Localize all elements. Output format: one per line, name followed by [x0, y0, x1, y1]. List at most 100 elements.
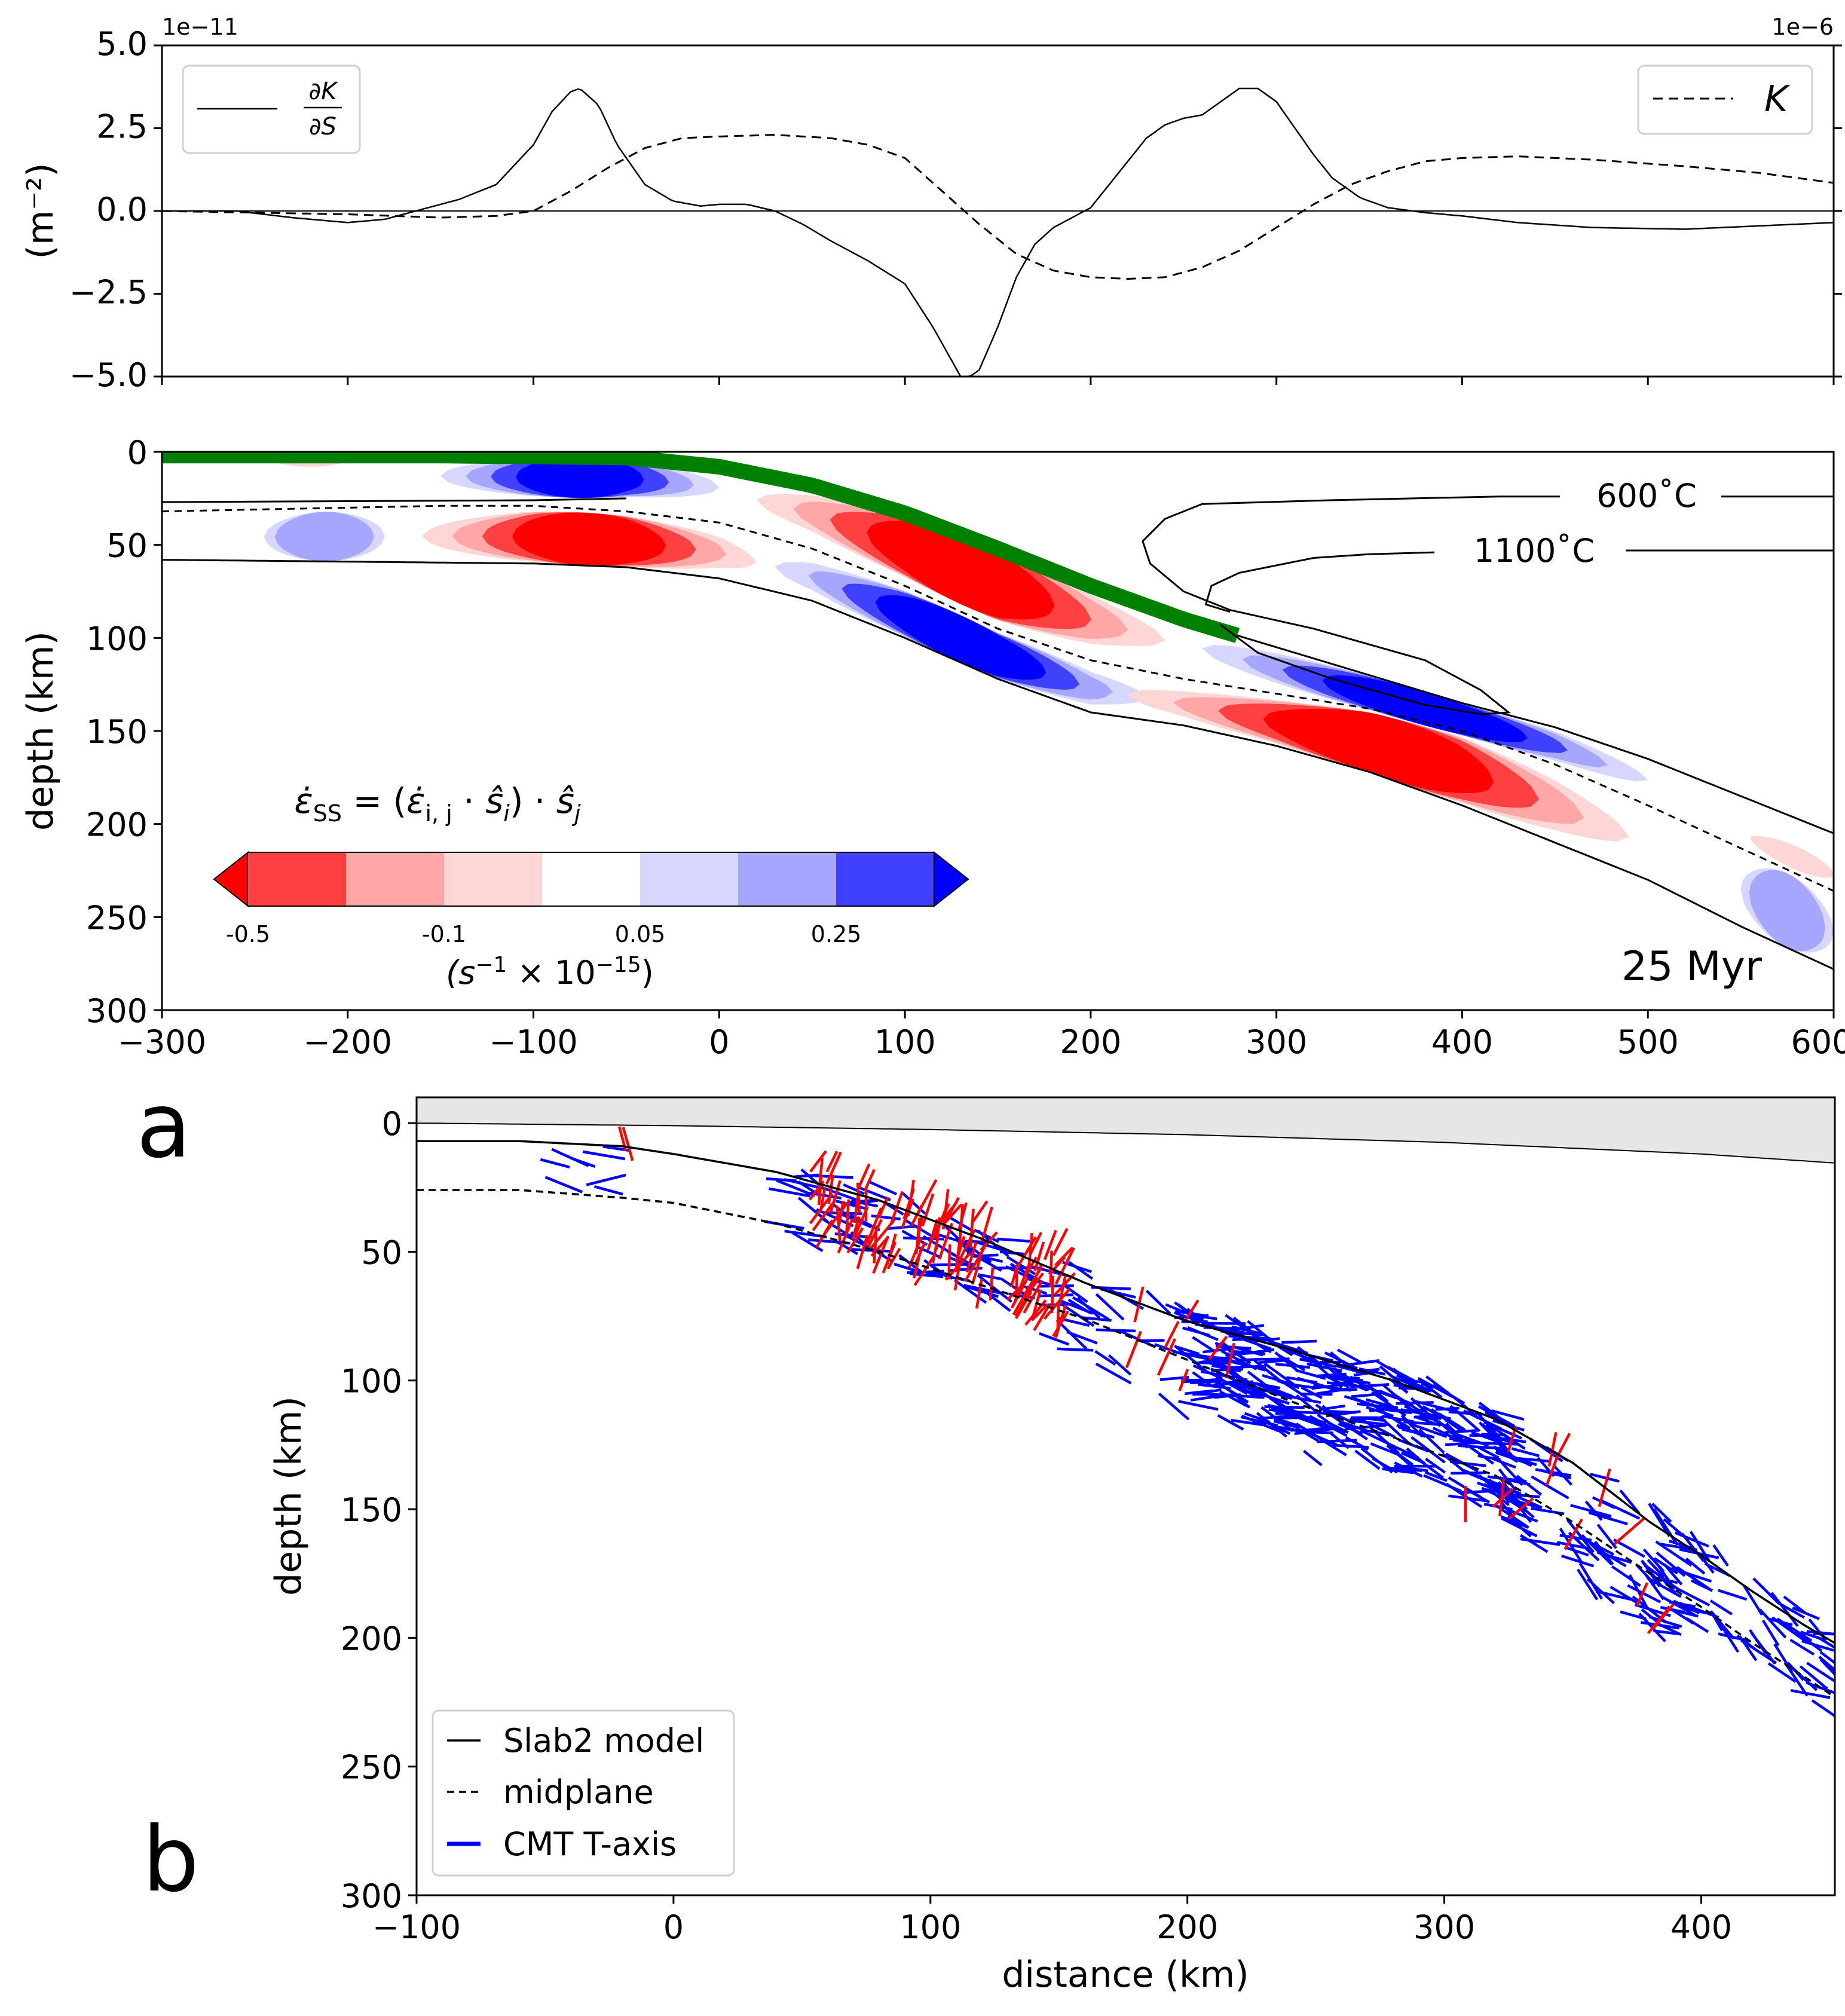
- cmt-t-axis-marker: [1787, 1663, 1818, 1691]
- tension-lobe-upper-left: [516, 457, 644, 498]
- downdip-compression-marker: [969, 1209, 975, 1248]
- cmt-t-axis-marker: [1719, 1623, 1740, 1653]
- cmt-t-axis-marker: [1689, 1531, 1711, 1562]
- cmt-t-axis-marker: [1268, 1396, 1297, 1417]
- downdip-compression-marker: [901, 1198, 914, 1229]
- cmt-t-axis-marker: [1367, 1386, 1397, 1400]
- downdip-compression-marker: [837, 1218, 854, 1253]
- downdip-compression-marker: [914, 1241, 926, 1265]
- cmt-t-axis-marker: [1561, 1554, 1595, 1568]
- colorbar-segment: [248, 852, 346, 906]
- cmt-t-axis-marker: [1771, 1616, 1807, 1643]
- cmt-t-axis-marker: [1686, 1617, 1709, 1633]
- cmt-t-axis-marker: [1676, 1566, 1713, 1592]
- cmt-t-axis-marker: [1326, 1381, 1366, 1388]
- downdip-compression-marker: [1027, 1232, 1033, 1272]
- cmt-t-axis-marker: [1094, 1350, 1116, 1366]
- cmt-t-axis-marker: [1324, 1351, 1358, 1370]
- downdip-compression-marker: [954, 1238, 962, 1272]
- cmt-t-axis-marker: [1646, 1576, 1682, 1598]
- downdip-compression-marker: [1635, 1582, 1649, 1607]
- legend-dkds-denominator: ∂S: [309, 113, 336, 140]
- downdip-compression-marker: [965, 1241, 978, 1273]
- cmt-t-axis-marker: [1478, 1402, 1514, 1430]
- cmt-t-axis-marker: [1535, 1468, 1572, 1477]
- cmt-t-axis-marker: [1275, 1362, 1311, 1369]
- cmt-t-axis-marker: [1174, 1311, 1213, 1327]
- cmt-t-axis-marker: [1341, 1421, 1367, 1433]
- cmt-t-axis-marker: [1709, 1599, 1733, 1616]
- downdip-compression-marker: [856, 1234, 869, 1269]
- cmt-t-axis-marker: [1449, 1405, 1481, 1433]
- downdip-compression-marker: [889, 1191, 904, 1226]
- cmt-t-axis-marker: [1402, 1428, 1435, 1439]
- cmt-t-axis-marker: [1641, 1560, 1662, 1586]
- strain-xtick-label: −100: [489, 1023, 577, 1061]
- cmt-t-axis-marker: [1289, 1395, 1321, 1404]
- cmt-t-axis-marker: [1718, 1589, 1748, 1601]
- cmt-t-axis-marker: [1060, 1302, 1095, 1327]
- cmt-t-axis-marker: [1445, 1422, 1464, 1441]
- strain-ytick-label: 100: [86, 620, 148, 657]
- cmt-t-axis-marker: [1072, 1296, 1110, 1321]
- cmt-t-axis-marker: [1519, 1534, 1549, 1553]
- downdip-compression-marker: [1125, 1330, 1142, 1369]
- colorbar-tick-label: -0.1: [422, 921, 466, 947]
- downdip-compression-marker: [1029, 1264, 1043, 1290]
- tension-lobe-lower-bend: [875, 595, 1047, 680]
- colorbar: ε̇SS = (ε̇i, j · ŝi) · ŝj -0.5 -0.1 0.05 0.…: [213, 781, 969, 992]
- downdip-compression-marker: [1054, 1246, 1074, 1266]
- cmt-t-axis-marker: [1241, 1414, 1280, 1433]
- cmt-t-axis-marker: [1344, 1395, 1373, 1406]
- cmt-t-axis-marker: [1819, 1659, 1835, 1677]
- downdip-compression-marker: [1052, 1228, 1069, 1256]
- cmt-t-axis-marker: [1068, 1261, 1094, 1280]
- cmt-t-axis-marker: [843, 1183, 865, 1195]
- downdip-compression-marker: [851, 1216, 861, 1240]
- cmt-t-axis-marker: [1455, 1433, 1489, 1448]
- cmt-t-axis-marker: [1366, 1406, 1394, 1418]
- cmt-t-axis-marker: [1556, 1541, 1590, 1550]
- cmt-t-axis-marker: [1795, 1630, 1823, 1652]
- downdip-compression-marker: [1133, 1286, 1145, 1323]
- downdip-compression-marker: [1178, 1369, 1189, 1391]
- cmt-t-axis-marker: [1263, 1388, 1292, 1400]
- cmt-t-axis-marker: [1430, 1408, 1463, 1433]
- cmt-t-axis-marker: [1231, 1418, 1263, 1427]
- cmt-t-axis-marker: [1570, 1504, 1612, 1518]
- downdip-compression-marker: [870, 1236, 889, 1257]
- cmt-t-axis-marker: [1301, 1386, 1323, 1399]
- downdip-compression-marker: [1014, 1288, 1033, 1317]
- downdip-compression-marker: [921, 1193, 935, 1226]
- cmt-t-axis-marker: [833, 1238, 859, 1256]
- legend-dkds-numerator: ∂K: [309, 78, 339, 105]
- cmt-t-axis-marker: [999, 1250, 1025, 1256]
- cmt-t-axis-marker: [1227, 1388, 1251, 1409]
- cmt-t-axis-marker: [1806, 1630, 1835, 1636]
- downdip-compression-marker: [872, 1235, 890, 1274]
- cmt-t-axis-marker: [1277, 1379, 1300, 1390]
- cmt-t-axis-marker: [1317, 1372, 1347, 1378]
- cmt-ylabel: depth (km): [268, 1396, 310, 1596]
- cmt-t-axis-marker: [1476, 1411, 1501, 1439]
- cmt-t-axis-marker: [1382, 1384, 1414, 1412]
- downdip-compression-marker: [1043, 1288, 1071, 1320]
- downdip-compression-marker: [846, 1227, 864, 1254]
- cmt-t-axis-marker: [1038, 1293, 1074, 1298]
- cmt-t-axis-marker: [1566, 1519, 1595, 1553]
- downdip-compression-marker: [1563, 1518, 1583, 1550]
- cmt-t-axis-marker: [1296, 1427, 1326, 1433]
- cmt-t-axis-marker: [1819, 1651, 1835, 1665]
- cmt-t-axis-marker: [1409, 1422, 1448, 1439]
- cmt-t-axis-marker: [1655, 1540, 1693, 1567]
- cmt-t-axis-marker: [1424, 1471, 1448, 1482]
- time-label: 25 Myr: [1621, 943, 1762, 990]
- cmt-t-axis-marker: [1410, 1397, 1437, 1422]
- downdip-compression-marker: [1652, 1603, 1675, 1629]
- cmt-t-axis-marker: [1442, 1452, 1467, 1474]
- panel-label-a: a: [136, 1074, 191, 1178]
- cmt-t-axis-marker: [1247, 1370, 1268, 1387]
- downdip-compression-marker: [1156, 1338, 1177, 1376]
- curvature-ytick-label: −5.0: [69, 356, 148, 394]
